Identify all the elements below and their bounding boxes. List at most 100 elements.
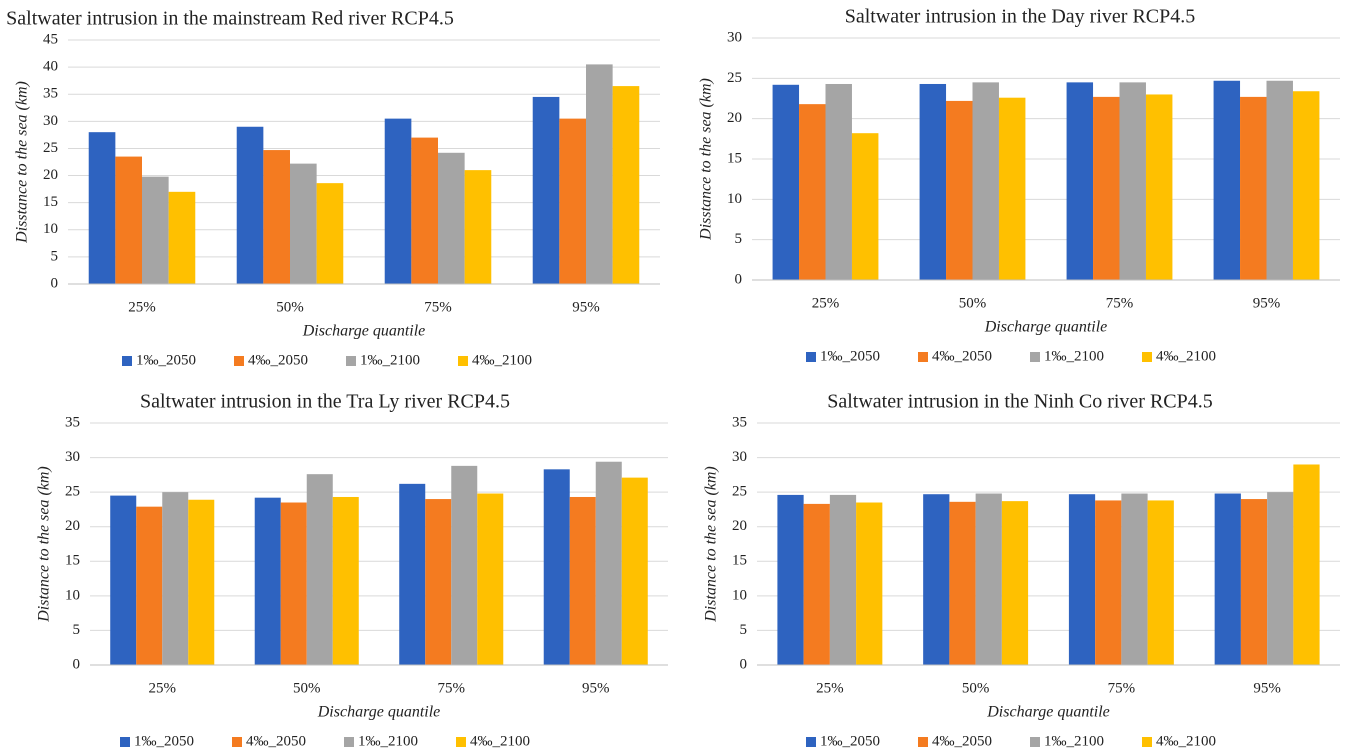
legend-swatch [1142, 352, 1152, 362]
y-tick-label: 15 [65, 553, 80, 569]
y-tick-label: 15 [727, 150, 742, 166]
bar [799, 104, 826, 280]
y-tick-label: 20 [727, 110, 742, 126]
legend-label: 4‰_2050 [932, 348, 992, 364]
x-axis-title: Discharge quantile [302, 323, 426, 340]
y-tick-label: 25 [65, 484, 80, 500]
x-tick-label: 95% [572, 299, 600, 315]
y-tick-label: 45 [43, 31, 58, 47]
bar [88, 132, 116, 284]
bar [1121, 493, 1148, 665]
y-tick-label: 35 [732, 414, 747, 430]
chart-title: Saltwater intrusion in the Day river RCP… [845, 6, 1196, 28]
y-tick-label: 25 [43, 140, 58, 156]
legend-label: 4‰_2050 [246, 733, 306, 749]
bar [1240, 499, 1268, 665]
legend-swatch [234, 356, 244, 366]
x-tick-label: 75% [424, 299, 452, 315]
legend-label: 4‰_2050 [248, 352, 308, 368]
x-tick-label: 25% [816, 680, 844, 696]
legend-label: 1‰_2100 [1044, 348, 1104, 364]
y-tick-label: 35 [65, 414, 80, 430]
x-tick-label: 95% [582, 680, 610, 696]
x-tick-label: 50% [962, 680, 990, 696]
legend-swatch [1142, 737, 1152, 747]
bar [1214, 493, 1241, 665]
legend-swatch [458, 356, 468, 366]
y-tick-label: 5 [73, 622, 81, 638]
bar [1066, 82, 1094, 280]
y-tick-label: 0 [735, 271, 743, 287]
bar [1267, 492, 1294, 665]
bar [586, 64, 613, 285]
y-tick-label: 20 [43, 167, 58, 183]
bar [115, 156, 142, 284]
legend-label: 1‰_2100 [358, 733, 418, 749]
bar [1292, 91, 1320, 281]
x-tick-label: 50% [293, 680, 321, 696]
legend-label: 4‰_2100 [1156, 348, 1216, 364]
bar [1147, 500, 1174, 665]
bar [829, 494, 857, 665]
y-tick-label: 15 [732, 553, 747, 569]
x-tick-label: 75% [1106, 295, 1134, 311]
y-tick-label: 25 [727, 70, 742, 86]
x-axis-title: Discharge quantile [986, 704, 1110, 721]
y-tick-label: 30 [727, 29, 742, 45]
y-axis-title: Distance to the sea (km) [36, 466, 53, 623]
y-tick-label: 30 [43, 113, 58, 129]
bar [316, 183, 344, 284]
bar [136, 506, 163, 665]
y-tick-label: 0 [51, 275, 59, 291]
legend-swatch [232, 737, 242, 747]
legend-label: 1‰_2050 [136, 352, 196, 368]
x-tick-label: 95% [1253, 680, 1281, 696]
bar [411, 137, 438, 284]
y-tick-label: 35 [43, 86, 58, 102]
legend-label: 1‰_2050 [820, 733, 880, 749]
legend-label: 1‰_2100 [1044, 733, 1104, 749]
bar [1093, 96, 1120, 281]
bar [1266, 80, 1293, 281]
y-axis-title: Distance to the sea (km) [703, 466, 720, 623]
bar [254, 497, 281, 665]
x-tick-label: 25% [128, 299, 156, 315]
bar [1095, 500, 1122, 665]
bar [399, 483, 426, 665]
legend-swatch [918, 352, 928, 362]
bar [825, 83, 852, 280]
x-tick-label: 75% [1108, 680, 1136, 696]
x-axis-title: Discharge quantile [984, 319, 1108, 336]
legend-swatch [806, 737, 816, 747]
bar [975, 493, 1002, 665]
bar [438, 152, 465, 284]
bar [946, 100, 973, 280]
bar [1119, 82, 1146, 280]
y-tick-label: 5 [51, 248, 59, 264]
bar [1293, 464, 1320, 665]
bar [1145, 94, 1173, 280]
legend-label: 4‰_2100 [472, 352, 532, 368]
bar [142, 176, 169, 284]
legend-swatch [1030, 737, 1040, 747]
y-tick-label: 10 [43, 221, 58, 237]
chart-title: Saltwater intrusion in the Tra Ly river … [140, 391, 510, 413]
y-tick-label: 5 [740, 622, 748, 638]
x-tick-label: 95% [1253, 295, 1281, 311]
x-tick-label: 75% [438, 680, 466, 696]
y-tick-label: 30 [732, 449, 747, 465]
bar [532, 96, 560, 284]
y-tick-label: 20 [65, 518, 80, 534]
bar [306, 474, 333, 665]
bar [569, 496, 596, 665]
legend-label: 4‰_2100 [1156, 733, 1216, 749]
bar [972, 82, 999, 280]
bar [236, 126, 264, 284]
x-tick-label: 25% [149, 680, 177, 696]
legend-swatch [120, 737, 130, 747]
legend-label: 4‰_2050 [932, 733, 992, 749]
y-axis-title: Disstance to the sea (km) [698, 78, 715, 241]
y-tick-label: 20 [732, 518, 747, 534]
legend-label: 1‰_2050 [134, 733, 194, 749]
chart-title: Saltwater intrusion in the mainstream Re… [6, 8, 454, 30]
